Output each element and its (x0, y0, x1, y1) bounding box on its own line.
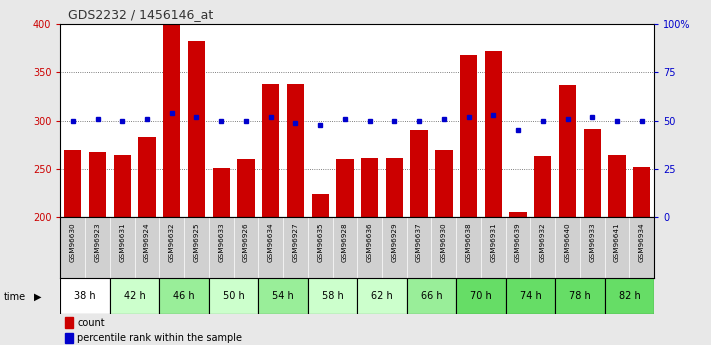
Text: GSM96631: GSM96631 (119, 222, 125, 262)
Text: percentile rank within the sample: percentile rank within the sample (77, 333, 242, 343)
Text: GSM96928: GSM96928 (342, 222, 348, 262)
Bar (534, 157, 552, 217)
Text: GSM96633: GSM96633 (218, 222, 224, 262)
Bar (410, 130, 428, 217)
Text: GSM96930: GSM96930 (441, 222, 447, 262)
Text: count: count (77, 318, 105, 328)
Bar (559, 85, 576, 217)
Bar (258, 278, 308, 314)
Text: GDS2232 / 1456146_at: GDS2232 / 1456146_at (68, 8, 213, 21)
Text: 62 h: 62 h (371, 291, 393, 301)
Bar (509, 211, 527, 217)
Bar (460, 55, 477, 217)
Bar (262, 84, 279, 217)
Text: 46 h: 46 h (173, 291, 195, 301)
Bar (114, 155, 131, 217)
Bar (604, 278, 654, 314)
Bar (64, 150, 82, 217)
Bar (139, 137, 156, 217)
Text: 58 h: 58 h (321, 291, 343, 301)
Text: GSM96931: GSM96931 (491, 222, 496, 262)
Text: GSM96636: GSM96636 (367, 222, 373, 262)
Text: GSM96637: GSM96637 (416, 222, 422, 262)
Text: GSM96923: GSM96923 (95, 222, 100, 262)
Text: GSM96927: GSM96927 (292, 222, 299, 262)
Text: GSM96641: GSM96641 (614, 222, 620, 262)
Text: ▶: ▶ (34, 292, 42, 302)
Bar (506, 278, 555, 314)
Bar (188, 41, 205, 217)
Bar (308, 278, 357, 314)
Bar (361, 158, 378, 217)
Bar (386, 158, 403, 217)
Bar (237, 159, 255, 217)
Text: GSM96630: GSM96630 (70, 222, 76, 262)
Text: 78 h: 78 h (569, 291, 591, 301)
Bar (435, 150, 452, 217)
Text: 74 h: 74 h (520, 291, 541, 301)
Bar (110, 278, 159, 314)
Text: GSM96639: GSM96639 (515, 222, 521, 262)
Text: 82 h: 82 h (619, 291, 641, 301)
Bar (163, 24, 181, 217)
Text: GSM96924: GSM96924 (144, 222, 150, 262)
Bar (609, 155, 626, 217)
Bar (485, 51, 502, 217)
Text: GSM96640: GSM96640 (565, 222, 570, 262)
Text: 54 h: 54 h (272, 291, 294, 301)
Bar (65, 333, 73, 344)
Bar (336, 159, 353, 217)
Bar (456, 278, 506, 314)
Bar (407, 278, 456, 314)
Text: GSM96934: GSM96934 (638, 222, 645, 262)
Text: GSM96635: GSM96635 (317, 222, 324, 262)
Text: 66 h: 66 h (421, 291, 442, 301)
Text: GSM96638: GSM96638 (466, 222, 471, 262)
Text: 70 h: 70 h (470, 291, 492, 301)
Bar (89, 152, 106, 217)
Text: time: time (4, 292, 26, 302)
Bar (159, 278, 209, 314)
Bar (65, 317, 73, 328)
Bar (60, 278, 110, 314)
Bar (209, 278, 258, 314)
Text: GSM96632: GSM96632 (169, 222, 175, 262)
Text: GSM96926: GSM96926 (243, 222, 249, 262)
Bar (287, 84, 304, 217)
Bar (555, 278, 604, 314)
Text: GSM96929: GSM96929 (391, 222, 397, 262)
Text: GSM96634: GSM96634 (268, 222, 274, 262)
Bar (584, 129, 601, 217)
Text: GSM96932: GSM96932 (540, 222, 546, 262)
Bar (633, 167, 651, 217)
Bar (357, 278, 407, 314)
Text: GSM96925: GSM96925 (193, 222, 200, 262)
Bar (311, 194, 328, 217)
Text: GSM96933: GSM96933 (589, 222, 595, 262)
Text: 50 h: 50 h (223, 291, 245, 301)
Bar (213, 168, 230, 217)
Text: 42 h: 42 h (124, 291, 146, 301)
Text: 38 h: 38 h (75, 291, 96, 301)
